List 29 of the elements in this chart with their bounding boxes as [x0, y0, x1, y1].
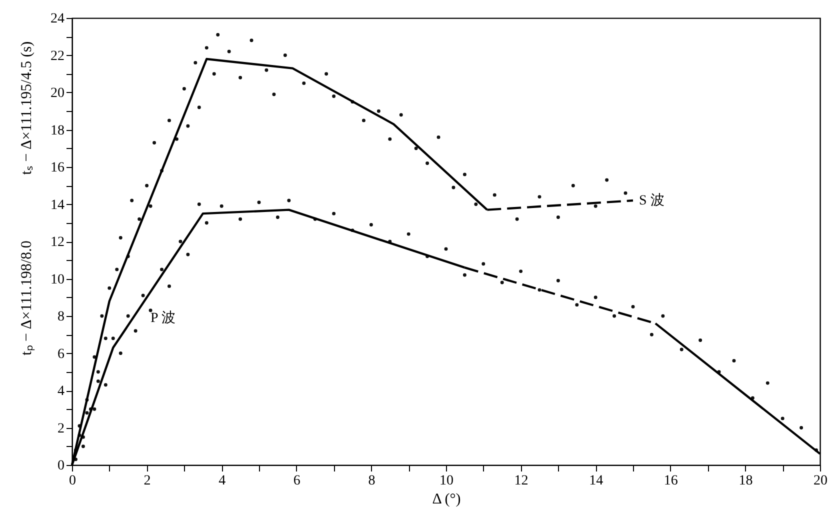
x-tick-label: 6 — [293, 474, 300, 488]
y-tick-label: 18 — [50, 123, 64, 138]
y-tick-label: 8 — [58, 310, 64, 324]
annotation: P 波 — [150, 310, 176, 326]
y-tick-label: 6 — [58, 346, 64, 362]
x-tick-label: 20 — [814, 474, 828, 488]
y-tick-label: 16 — [50, 160, 64, 176]
x-tick-label: 0 — [69, 474, 76, 488]
x-tick-label: 18 — [738, 474, 753, 488]
text: tₚ − Δ×111.198/8.0 — [19, 240, 35, 356]
series-label: S 波 — [639, 192, 664, 209]
x-tick-label: 2 — [144, 474, 151, 488]
y-tick-label: 2 — [58, 421, 64, 436]
y-tick-label: 14 — [50, 198, 64, 213]
x-tick-label: 8 — [368, 474, 376, 488]
y-tick-label: 22 — [50, 48, 64, 64]
y-tick-label: 24 — [50, 12, 64, 26]
x-tick-label: 12 — [514, 474, 528, 488]
x-tick-label: 10 — [440, 474, 454, 488]
x-tick-label: 4 — [218, 474, 226, 488]
y-tick-label: 4 — [58, 384, 64, 399]
y-tick-label: 20 — [50, 86, 64, 101]
y-tick-label: 0 — [58, 458, 64, 474]
y-tick-label: 12 — [50, 235, 64, 250]
x-tick-label: 16 — [664, 474, 678, 488]
x-tick-label: 14 — [589, 474, 604, 488]
y-tick-label: 10 — [50, 272, 64, 288]
x-axis-title: Δ (°) — [432, 492, 461, 508]
y-axis-title: tₛ − Δ×111.195/4.5 (s) — [19, 41, 35, 175]
